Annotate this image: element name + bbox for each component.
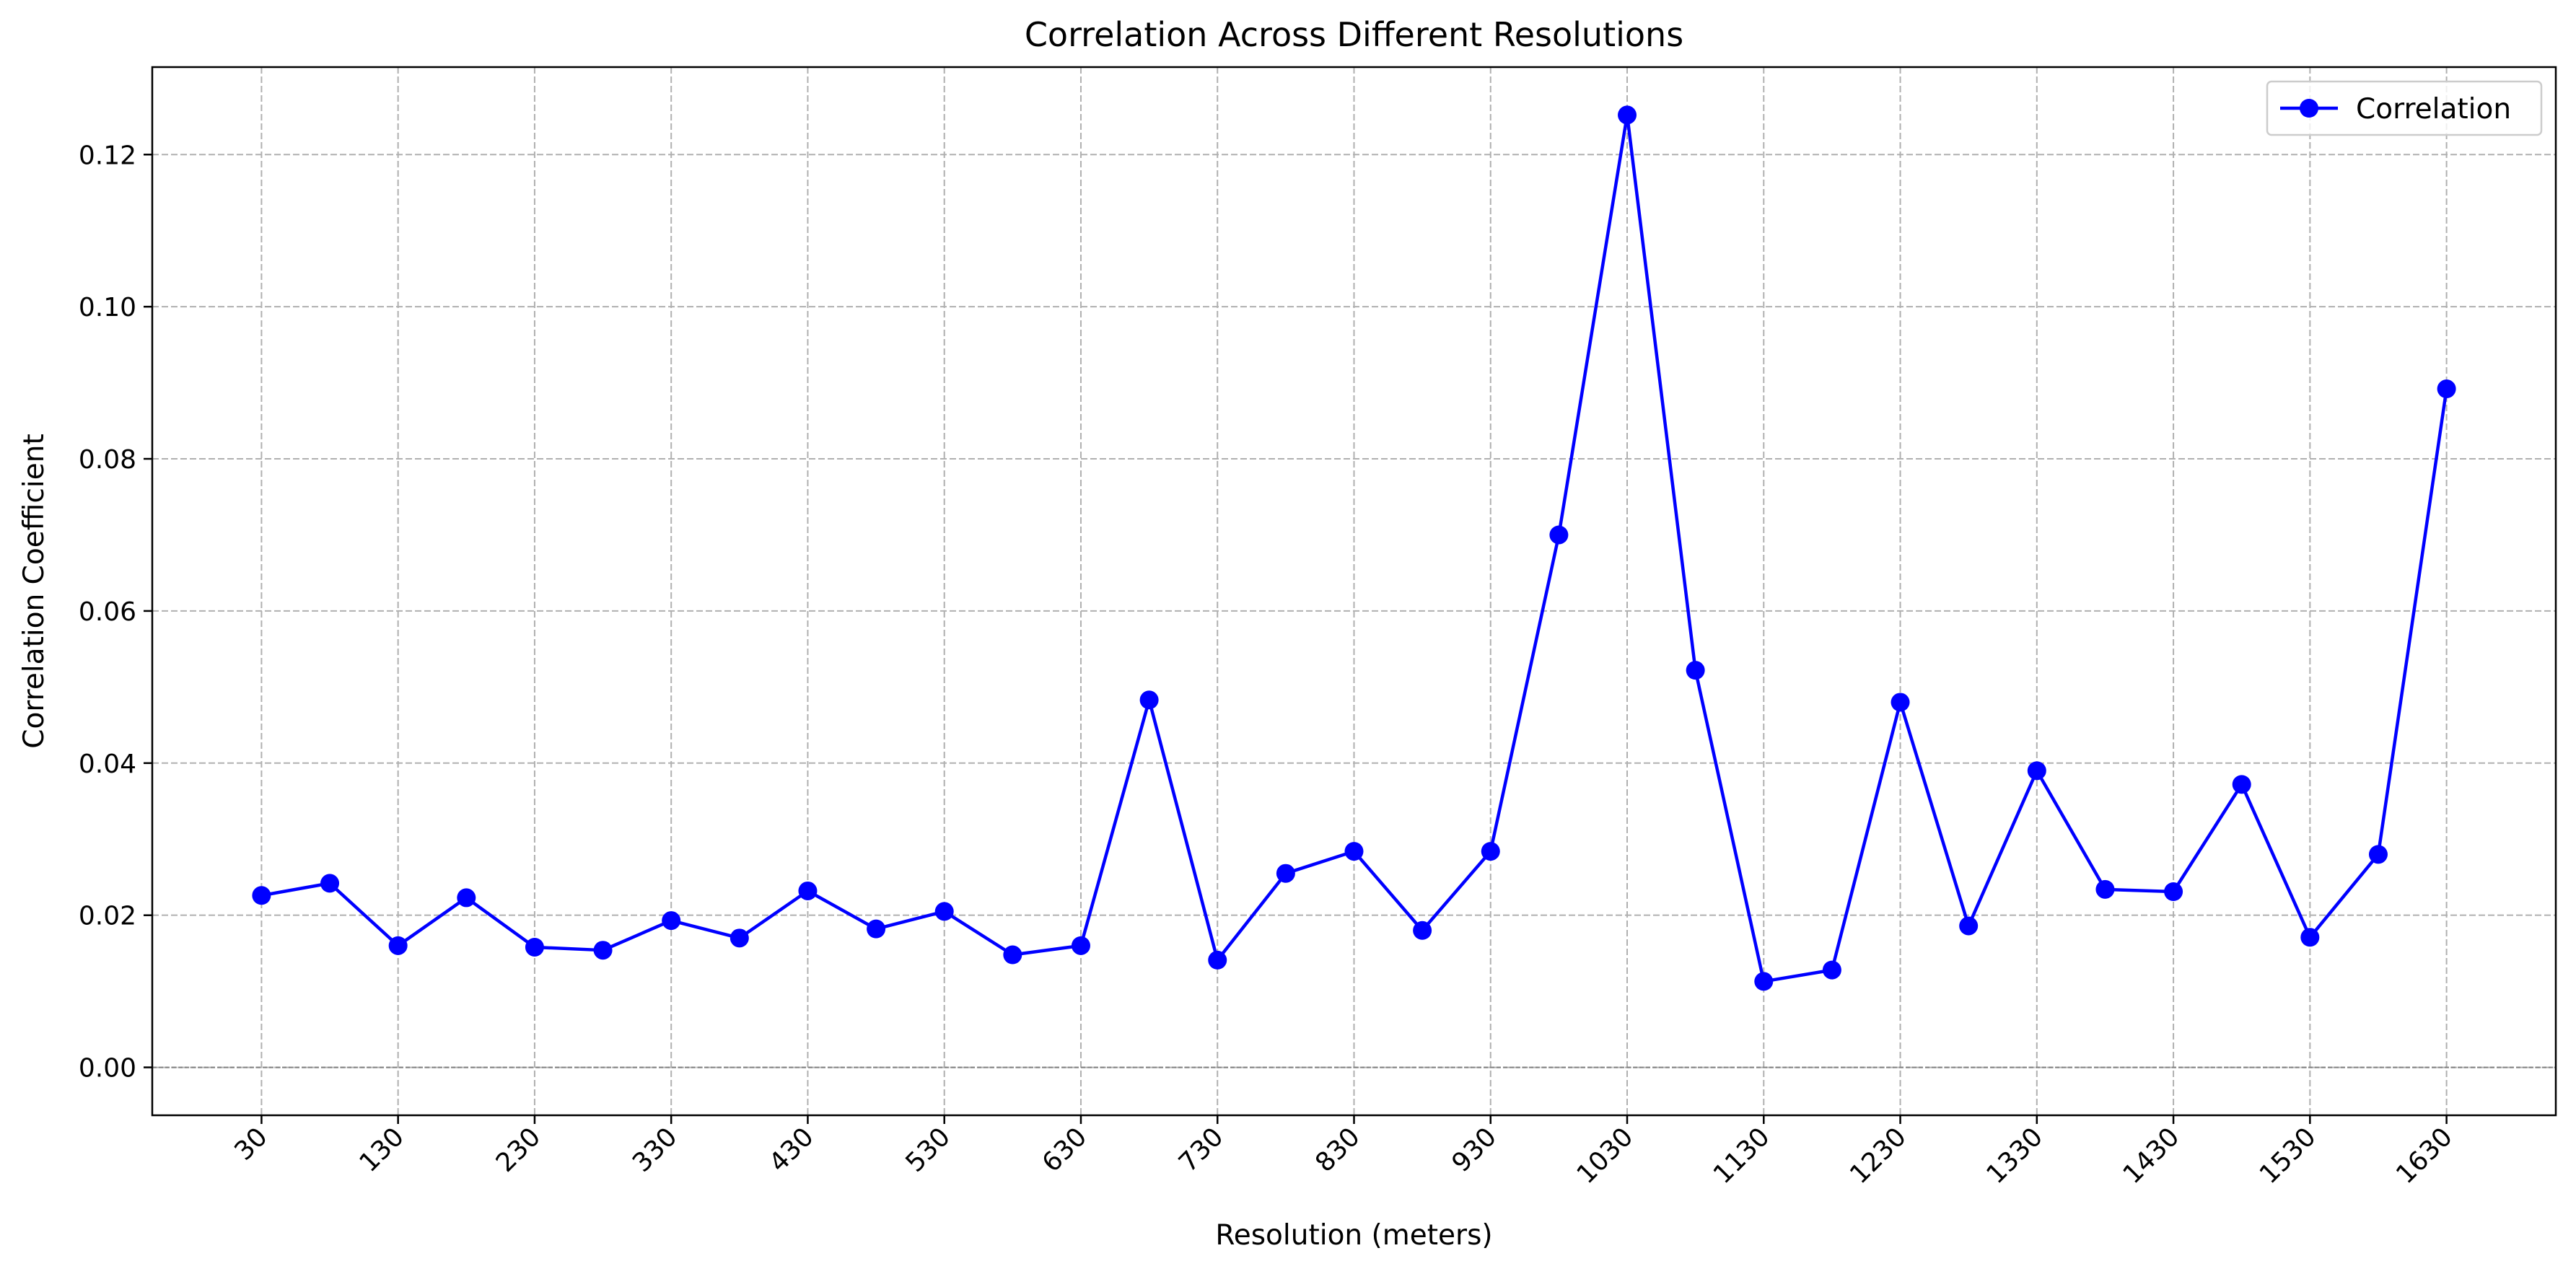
data-point — [2368, 845, 2388, 864]
series-layer — [252, 105, 2456, 991]
y-tick-label: 0.10 — [79, 293, 136, 322]
data-point — [1549, 525, 1569, 545]
data-point — [1139, 690, 1159, 710]
data-point — [798, 881, 818, 900]
y-tick-label: 0.12 — [79, 141, 136, 170]
legend-box — [2266, 80, 2543, 136]
legend-label: Correlation — [2356, 93, 2511, 126]
data-point — [525, 937, 544, 957]
data-point — [1618, 105, 1637, 125]
data-point — [1344, 842, 1364, 861]
y-tick-label: 0.00 — [79, 1054, 136, 1084]
data-point — [1754, 972, 1774, 991]
y-tick-label: 0.06 — [79, 597, 136, 627]
data-point — [730, 928, 749, 948]
data-point — [1413, 921, 1432, 940]
data-point — [1071, 936, 1090, 955]
legend-marker-swatch — [2300, 99, 2318, 118]
y-tick-label: 0.08 — [79, 445, 136, 475]
legend: Correlation — [2266, 80, 2543, 136]
data-point — [2027, 761, 2046, 781]
data-point — [934, 902, 954, 921]
data-point — [1208, 950, 1227, 970]
y-tick-label: 0.02 — [79, 902, 136, 931]
data-point — [867, 919, 886, 939]
data-point — [2232, 775, 2251, 794]
data-point — [320, 874, 340, 893]
data-point — [1959, 916, 1979, 936]
y-tick-label: 0.04 — [79, 750, 136, 779]
data-point — [1686, 661, 1705, 680]
data-point — [1003, 945, 1022, 965]
data-point — [1276, 864, 1295, 883]
data-point — [388, 936, 408, 955]
data-point — [1481, 842, 1500, 861]
grid-lines — [152, 67, 2556, 1115]
y-axis-label: Correlation Coefficient — [18, 434, 51, 749]
data-point — [2164, 882, 2183, 901]
data-point — [2300, 928, 2320, 947]
data-point — [593, 941, 613, 960]
data-point — [2437, 379, 2456, 399]
data-point — [1891, 693, 1910, 712]
data-point — [662, 911, 681, 931]
data-point — [2095, 879, 2115, 899]
x-axis-label: Resolution (meters) — [1215, 1219, 1492, 1252]
chart-title: Correlation Across Different Resolutions — [1025, 15, 1683, 54]
data-point — [252, 886, 271, 905]
data-point — [1822, 960, 1841, 980]
data-point — [457, 888, 476, 908]
